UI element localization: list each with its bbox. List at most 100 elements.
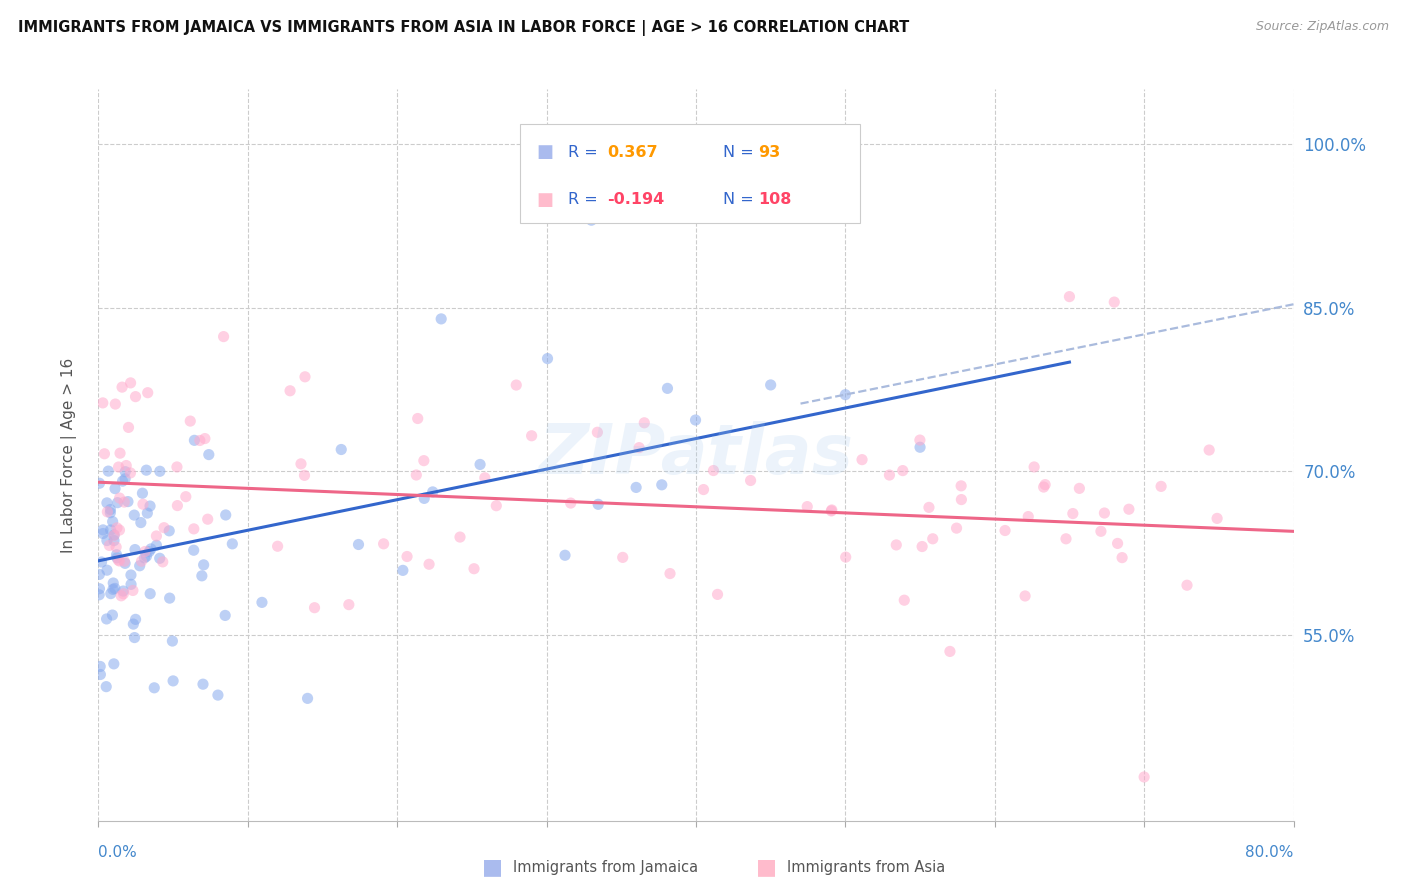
Text: ■: ■ [537, 144, 554, 161]
Point [911, 540, 934, 554]
Point [392, 563, 415, 577]
Point [893, 593, 915, 607]
Point [183, 434, 205, 448]
Point [463, 562, 485, 576]
Point [111, 474, 134, 488]
Point [120, 568, 142, 582]
Point [183, 522, 205, 536]
Point [132, 497, 155, 511]
Text: 80.0%: 80.0% [1246, 845, 1294, 860]
Point [659, 566, 682, 581]
Point [214, 608, 236, 623]
Text: -0.194: -0.194 [607, 193, 664, 208]
Point [212, 329, 235, 343]
Point [183, 543, 205, 558]
Point [104, 582, 127, 596]
Point [191, 569, 214, 583]
Point [174, 490, 197, 504]
Point [93, 447, 115, 461]
Text: R =: R = [568, 145, 603, 160]
Text: Immigrants from Jamaica: Immigrants from Jamaica [513, 860, 699, 874]
Point [112, 554, 135, 568]
Point [96, 612, 118, 626]
Point [166, 459, 188, 474]
Point [706, 587, 728, 601]
Point [194, 432, 217, 446]
Point [651, 478, 673, 492]
Point [304, 600, 326, 615]
Point [139, 499, 162, 513]
Point [188, 434, 211, 448]
Point [1107, 536, 1129, 550]
Point [89, 476, 111, 491]
Point [103, 528, 125, 542]
Text: ■: ■ [756, 857, 776, 877]
Point [560, 496, 582, 510]
Point [1206, 511, 1229, 525]
Point [215, 508, 238, 522]
Text: N =: N = [724, 193, 759, 208]
Point [1017, 509, 1039, 524]
Point [91, 523, 114, 537]
Point [100, 523, 122, 537]
Point [110, 589, 132, 603]
Point [98, 538, 121, 552]
Point [197, 512, 219, 526]
Point [468, 458, 491, 472]
Point [91, 396, 114, 410]
Point [103, 528, 125, 542]
Point [138, 544, 160, 558]
Point [100, 502, 122, 516]
Point [1094, 506, 1116, 520]
Point [485, 499, 508, 513]
Point [96, 563, 118, 577]
Point [98, 506, 121, 520]
Point [950, 492, 973, 507]
Point [114, 557, 136, 571]
Point [624, 480, 647, 494]
Point [520, 429, 543, 443]
Point [1014, 589, 1036, 603]
Point [107, 460, 129, 475]
Point [149, 551, 172, 566]
Point [1104, 295, 1126, 310]
Point [143, 681, 166, 695]
Point [1175, 578, 1198, 592]
Point [193, 558, 215, 572]
Text: ZIPatlas: ZIPatlas [538, 421, 853, 489]
Point [633, 416, 655, 430]
Point [89, 567, 111, 582]
Point [294, 369, 316, 384]
Point [103, 533, 125, 548]
Point [90, 555, 112, 569]
Point [198, 448, 221, 462]
Point [112, 495, 135, 509]
Point [330, 442, 353, 457]
Point [91, 526, 114, 541]
Point [120, 466, 142, 480]
Point [117, 494, 139, 508]
Point [685, 413, 707, 427]
Point [1054, 532, 1077, 546]
Point [702, 464, 724, 478]
Point [162, 634, 184, 648]
Point [124, 542, 146, 557]
Point [297, 691, 319, 706]
Point [105, 548, 128, 562]
Text: 0.0%: 0.0% [98, 845, 138, 860]
Point [373, 537, 395, 551]
Point [921, 532, 943, 546]
Point [834, 387, 856, 401]
Point [1024, 459, 1046, 474]
Point [536, 351, 558, 366]
Point [111, 380, 134, 394]
Point [120, 376, 142, 390]
Point [179, 414, 201, 428]
Point [105, 521, 128, 535]
Point [97, 464, 120, 478]
Point [994, 524, 1017, 538]
Point [945, 521, 967, 535]
Point [122, 583, 145, 598]
Point [89, 667, 111, 681]
Point [104, 397, 127, 411]
